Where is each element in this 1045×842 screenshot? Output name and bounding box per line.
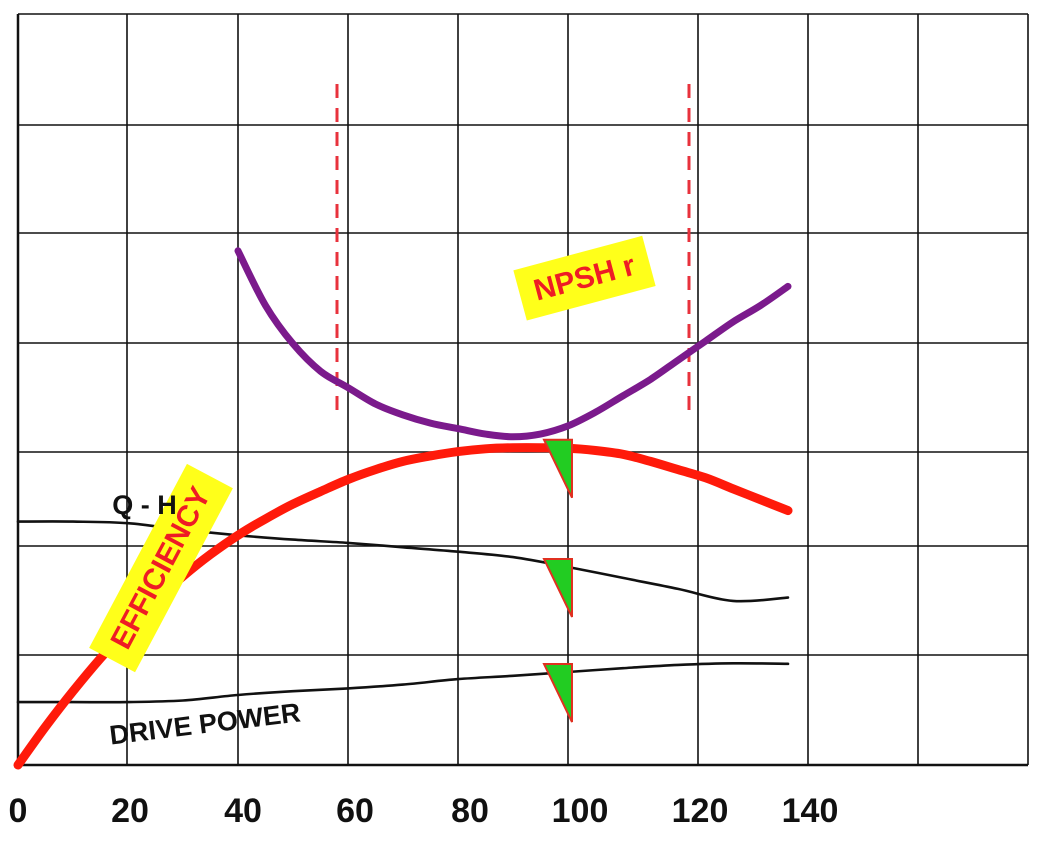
design-point-marker — [542, 557, 573, 618]
x-tick-label: 120 — [672, 792, 729, 830]
x-tick-label: 40 — [224, 792, 262, 830]
power-curve — [16, 661, 790, 704]
x-tick-label: 80 — [451, 792, 489, 830]
x-tick-label: 20 — [111, 792, 149, 830]
chart-markers — [542, 438, 573, 723]
curve-label: DRIVE POWER — [108, 697, 302, 750]
npsh-curve — [234, 247, 792, 441]
x-tick-label: 140 — [782, 792, 839, 830]
highlight-label-background — [89, 463, 233, 673]
design-point-marker — [542, 438, 573, 499]
curve-label: Q - H — [112, 490, 177, 520]
highlight-label: NPSH r — [513, 235, 656, 321]
x-tick-label: 60 — [336, 792, 374, 830]
x-axis-ticks: 0 20 40 60 80 100 120 140 — [9, 792, 839, 830]
chart-grid — [16, 13, 1029, 767]
x-tick-label: 0 — [9, 792, 28, 830]
qh-curve — [16, 520, 790, 603]
x-tick-label: 100 — [552, 792, 609, 830]
design-point-marker — [542, 663, 573, 723]
highlight-label-background — [513, 235, 656, 321]
